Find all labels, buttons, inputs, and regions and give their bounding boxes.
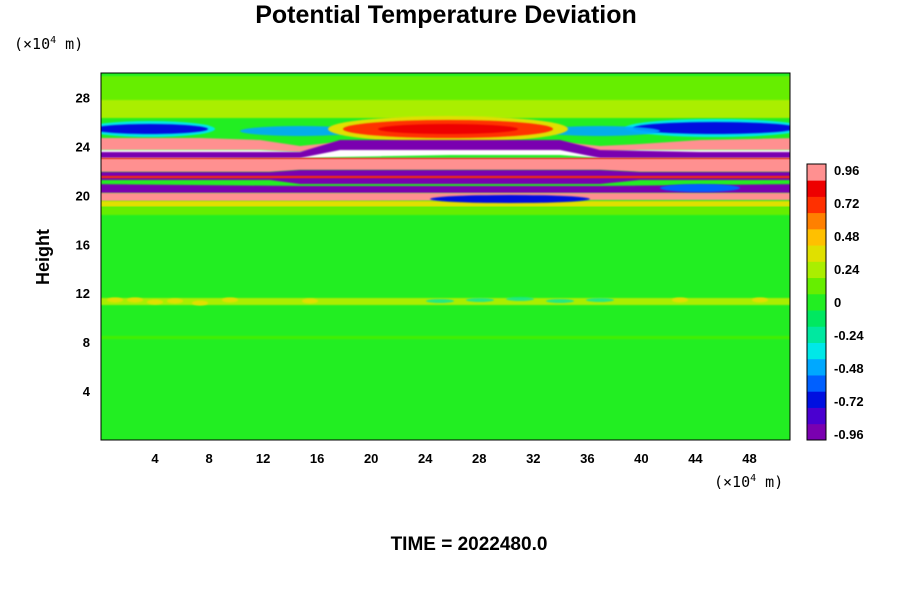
x-tick-label: 48: [742, 451, 756, 466]
colorbar: [806, 163, 827, 441]
red-inner: [378, 124, 518, 134]
blue-band-right: [633, 122, 790, 134]
yellow-speck: [672, 297, 688, 303]
colorbar-swatch: [807, 407, 826, 425]
colorbar-swatch: [807, 391, 826, 408]
x-tick-label: 36: [580, 451, 594, 466]
x-tick-label: 20: [364, 451, 378, 466]
x-tick-label: 44: [688, 451, 703, 466]
yellow-speck: [192, 300, 208, 306]
colorbar-swatch: [807, 375, 826, 392]
y-tick-label: 12: [76, 286, 90, 301]
colorbar-tick-label: 0.72: [834, 196, 859, 211]
blue-low-band: [430, 195, 590, 203]
time-footer: TIME = 2022480.0: [391, 534, 548, 555]
colorbar-swatch: [807, 310, 826, 327]
colorbar-swatch: [807, 326, 826, 343]
purple-layer-2: [101, 184, 790, 193]
blue-band-left: [101, 124, 208, 134]
x-tick-label: 28: [472, 451, 486, 466]
y-axis-label: Height: [33, 229, 53, 285]
y-tick-label: 16: [76, 237, 90, 252]
colorbar-swatch: [807, 277, 826, 295]
faint-line: [101, 336, 790, 339]
yellow-speck: [302, 298, 318, 304]
colorbar-swatch: [807, 228, 826, 246]
green-haze: [101, 207, 790, 215]
colorbar-ticks: 0.96 0.72 0.48 0.24 0 -0.24 -0.48 -0.72 -0.96: [834, 163, 864, 442]
purple-central: [101, 140, 790, 158]
chart-title: Potential Temperature Deviation: [255, 1, 637, 29]
red-edge: [101, 158, 790, 159]
plot-frame: [100, 72, 791, 441]
cyan-speck: [466, 298, 494, 302]
cyan-speck: [426, 299, 454, 303]
heatmap-field: [101, 73, 790, 440]
upper-haze-2: [101, 100, 790, 118]
x-tick-label: 4: [151, 451, 159, 466]
colorbar-tick-label: -0.48: [834, 361, 864, 376]
colorbar-tick-label: 0.48: [834, 229, 859, 244]
colorbar-swatch: [807, 180, 826, 197]
colorbar-tick-label: -0.24: [834, 328, 864, 343]
x-tick-label: 12: [256, 451, 270, 466]
cyan-speck: [506, 297, 534, 301]
blue-low-right: [660, 184, 740, 192]
colorbar-tick-label: 0.96: [834, 163, 859, 178]
yellow-edge: [101, 201, 790, 207]
colorbar-swatch: [807, 293, 826, 311]
x-tick-label: 24: [418, 451, 433, 466]
x-tick-label: 16: [310, 451, 324, 466]
colorbar-swatch: [807, 358, 826, 376]
cyan-speck: [586, 298, 614, 302]
y-axis-unit: (×104 m): [14, 35, 83, 53]
yellow-speck: [752, 297, 768, 303]
colorbar-swatch: [807, 164, 826, 181]
yellow-speck: [147, 299, 163, 305]
colorbar-swatch: [807, 212, 826, 230]
colorbar-tick-label: 0.24: [834, 262, 860, 277]
pink-layer-mid: [101, 158, 790, 172]
x-tick-label: 32: [526, 451, 540, 466]
x-tick-label: 8: [205, 451, 212, 466]
x-axis-ticks: 4 8 12 16 20 24 28 32 36 40 44 48: [151, 451, 756, 466]
colorbar-swatch: [807, 261, 826, 279]
yellow-speck: [107, 297, 123, 303]
y-tick-label: 28: [76, 90, 90, 105]
y-tick-label: 24: [76, 139, 91, 154]
red-edge-2: [101, 176, 790, 178]
colorbar-swatch: [807, 342, 826, 360]
y-tick-label: 4: [83, 384, 91, 399]
y-axis-ticks: 4 8 12 16 20 24 28: [76, 90, 91, 399]
y-tick-label: 8: [83, 335, 90, 350]
y-tick-label: 20: [76, 188, 90, 203]
yellow-speck: [222, 297, 238, 303]
colorbar-tick-label: 0: [834, 295, 841, 310]
x-axis-unit: (×104 m): [714, 473, 783, 491]
colorbar-tick-label: -0.96: [834, 427, 864, 442]
x-tick-label: 40: [634, 451, 648, 466]
colorbar-frame: [806, 163, 827, 441]
colorbar-swatch: [807, 423, 826, 441]
yellow-speck: [127, 297, 143, 303]
colorbar-swatch: [807, 196, 826, 214]
cyan-band: [540, 126, 660, 136]
yellow-speck: [167, 298, 183, 304]
colorbar-swatch: [807, 245, 826, 262]
colorbar-tick-label: -0.72: [834, 394, 864, 409]
cyan-speck: [546, 299, 574, 303]
